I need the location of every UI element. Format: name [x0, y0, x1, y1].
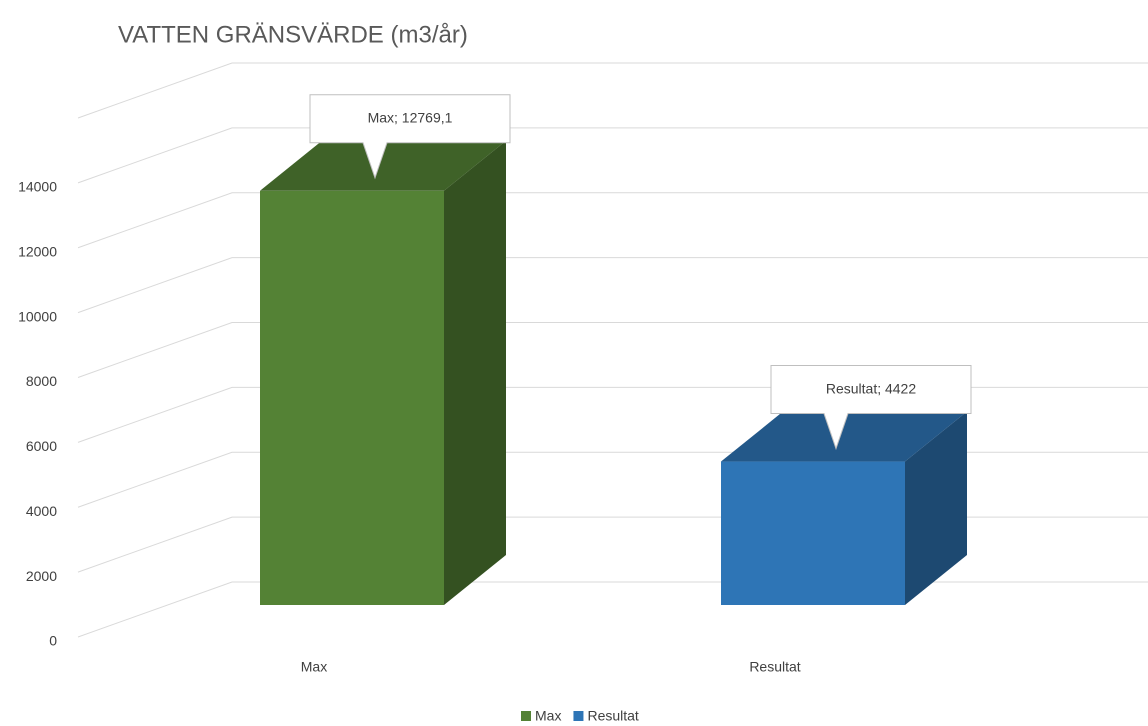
grid-line	[77, 322, 1148, 378]
grid-line	[77, 62, 1148, 119]
bar-top	[721, 411, 967, 462]
legend-swatch	[573, 711, 584, 721]
x-tick-label: Max	[301, 659, 327, 675]
bar-top	[260, 140, 506, 191]
bar-front	[260, 190, 444, 606]
legend-swatch	[521, 711, 531, 721]
legend-label: Max	[535, 708, 561, 724]
y-tick-label: 12000	[18, 243, 57, 259]
y-tick-label: 0	[49, 633, 57, 649]
chart-title: VATTEN GRÄNSVÄRDE (m3/år)	[118, 21, 468, 48]
data-label: Max; 12769,1	[368, 110, 453, 126]
y-tick-label: 10000	[18, 308, 57, 324]
grid-line	[77, 257, 1148, 314]
y-tick-label: 2000	[26, 568, 57, 584]
grid-line	[77, 127, 1148, 184]
y-tick-label: 6000	[26, 438, 57, 454]
y-tick-label: 8000	[26, 373, 57, 389]
legend-label: Resultat	[587, 708, 638, 724]
x-tick-label: Resultat	[749, 659, 800, 675]
bar-front	[721, 461, 905, 605]
bar-side	[444, 140, 506, 606]
callout-box	[309, 94, 511, 180]
grid-line	[77, 192, 1148, 249]
bar	[260, 140, 506, 606]
bar-side	[905, 411, 967, 605]
y-tick-label: 4000	[26, 503, 57, 519]
y-tick-label: 14000	[18, 179, 57, 195]
data-label: Resultat; 4422	[826, 380, 916, 396]
bar	[721, 411, 967, 605]
callout-box	[770, 365, 972, 451]
